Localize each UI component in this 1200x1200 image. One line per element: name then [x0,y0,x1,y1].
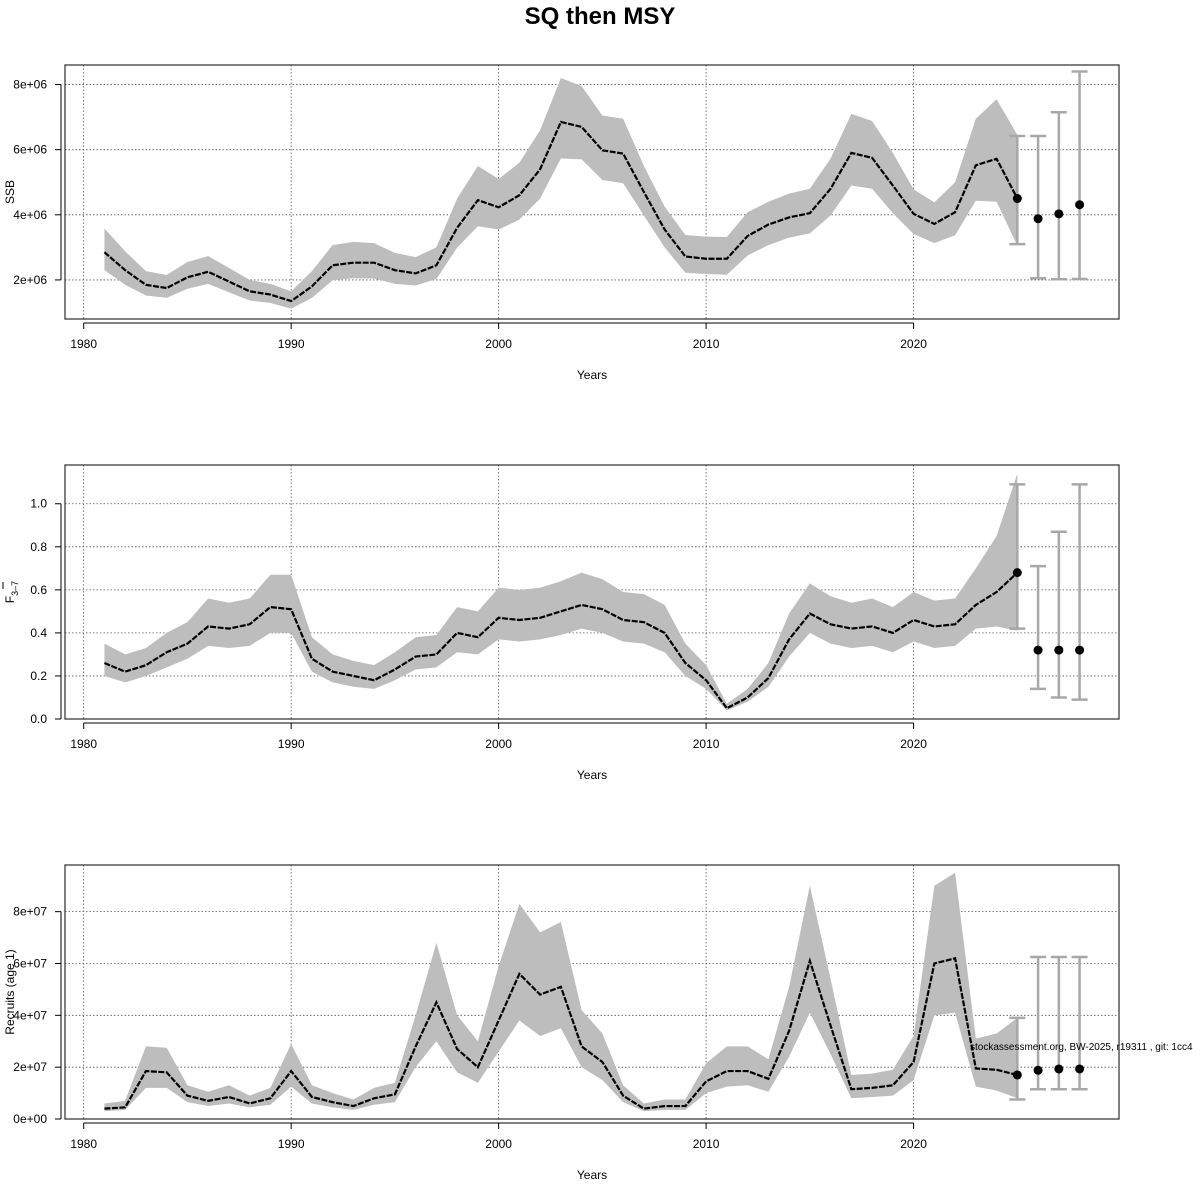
confidence-band [104,78,1018,309]
y-axis-label: SSB [3,180,17,204]
y-axis-label: F3–7 [3,581,20,603]
x-tick-label-0: 1980 [70,737,97,751]
chart-title: SQ then MSY [525,3,676,30]
x-tick-label-0: 1980 [70,337,97,351]
projection-point-2026 [1033,214,1043,224]
panel-1: 1980 1990 2000 2010 2020 Years 2e+06 4e+06 6e+06… [3,64,1120,382]
y-tick-label-0: 2e+06 [13,273,47,287]
x-tick-label-3: 2010 [693,1137,720,1151]
projection-point-2027 [1054,1064,1064,1074]
projection-point-2027 [1054,645,1064,655]
y-tick-label-3: 0.6 [30,583,47,597]
x-tick-label-2: 2000 [485,737,512,751]
x-tick-label-4: 2020 [900,1137,927,1151]
plot-frame [64,864,1120,1120]
panel-2: 1980 1990 2000 2010 2020 Years 0.0 0.2 0.4 0.6 0.8… [2,464,1120,782]
x-tick-label-2: 2000 [485,1137,512,1151]
y-tick-label-0: 0.0 [30,712,47,726]
y-tick-label-4: 0.8 [30,540,47,554]
y-tick-label-1: 2e+07 [13,1060,47,1074]
estimate-line [103,120,1019,303]
y-tick-label-4: 8e+07 [13,905,47,919]
projection-point-2025 [1012,194,1022,204]
projection-point-2027 [1054,209,1064,219]
x-tick-label-2: 2000 [485,337,512,351]
y-tick-label-5: 1.0 [30,497,47,511]
credit-text: stockassessment.org, BW-2025, r19311 , g… [970,1042,1193,1053]
projection-point-2028 [1075,1064,1085,1074]
estimate-line [103,571,1019,710]
y-tick-label-1: 4e+06 [13,208,47,222]
y-tick-label-2: 0.4 [30,626,47,640]
projection-point-2025 [1012,1070,1022,1080]
x-tick-label-3: 2010 [693,337,720,351]
plot-frame [64,64,1120,320]
panel-3: 1980 1990 2000 2010 2020 Years 0e+00 2e+07 4e+07… [3,864,1120,1182]
projection-point-2028 [1075,200,1085,210]
panels: 1980 1990 2000 2010 2020 Years 2e+06 4e+06 6e+06… [2,64,1120,1182]
y-tick-label-3: 8e+06 [13,78,47,92]
projection-point-2026 [1033,645,1043,655]
y-axis-label-sub: 3–7 [10,581,20,596]
plot-frame [64,464,1120,720]
x-tick-label-1: 1990 [278,737,305,751]
confidence-band [104,872,1018,1112]
x-tick-label-3: 2010 [693,737,720,751]
x-tick-label-4: 2020 [900,337,927,351]
projection-point-2025 [1012,568,1022,578]
x-axis-label: Years [577,368,607,382]
estimate-line [104,956,1018,1110]
x-tick-label-1: 1990 [278,337,305,351]
projection-point-2028 [1075,645,1085,655]
y-axis-label: Recruits (age 1) [3,949,17,1034]
y-tick-label-0: 0e+00 [13,1112,47,1126]
y-tick-label-2: 6e+06 [13,143,47,157]
y-tick-label-2: 4e+07 [13,1008,47,1022]
confidence-band [104,473,1018,711]
y-axis-label-main: F [3,596,17,603]
x-axis-label: Years [577,768,607,782]
x-tick-label-0: 1980 [70,1137,97,1151]
y-tick-label-3: 6e+07 [13,956,47,970]
x-tick-label-4: 2020 [900,737,927,751]
y-tick-label-1: 0.2 [30,669,47,683]
x-axis-label: Years [577,1168,607,1182]
x-tick-label-1: 1990 [278,1137,305,1151]
projection-point-2026 [1033,1065,1043,1075]
